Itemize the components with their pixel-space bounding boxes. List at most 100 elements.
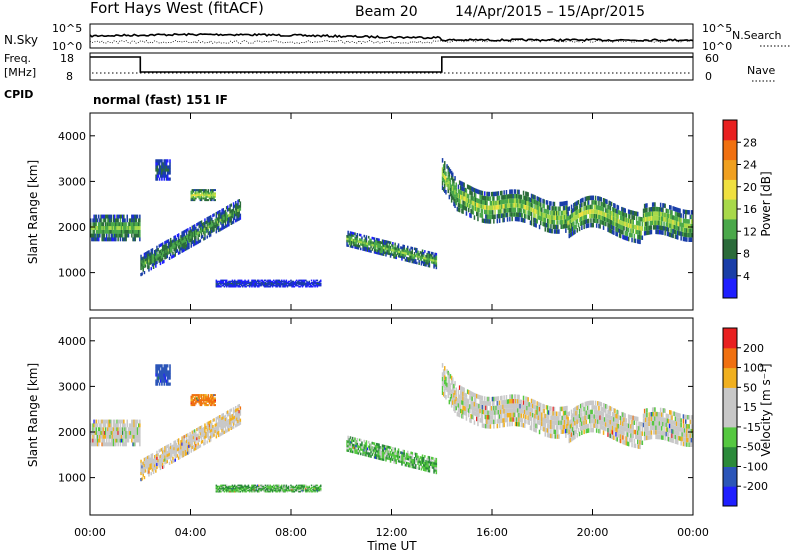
velocity-cell — [217, 487, 220, 490]
velocity-cell — [386, 450, 388, 453]
power-cell — [435, 257, 438, 261]
velocity-cell — [389, 457, 392, 461]
power-cell — [214, 189, 216, 192]
power-cell — [474, 197, 477, 202]
power-cell — [584, 201, 586, 206]
power-cell — [98, 237, 100, 242]
velocity-cell — [220, 488, 222, 491]
velocity-cell — [394, 452, 396, 455]
velocity-cell — [299, 491, 301, 493]
power-cell — [387, 252, 389, 255]
velocity-cell — [169, 452, 172, 456]
velocity-cell — [401, 453, 403, 457]
power-cell — [163, 247, 165, 251]
power-cell — [307, 284, 309, 287]
power-cell — [133, 229, 135, 234]
velocity-cell — [229, 486, 231, 489]
velocity-cell — [381, 453, 384, 457]
velocity-cell — [211, 422, 213, 426]
power-cell — [229, 286, 231, 288]
power-cell — [138, 222, 140, 227]
power-cell — [591, 222, 593, 228]
power-cell — [226, 283, 228, 286]
power-cell — [253, 286, 255, 288]
velocity-cell — [164, 446, 166, 450]
power-cell — [197, 240, 199, 244]
power-cell — [598, 201, 600, 206]
velocity-cell — [235, 491, 237, 493]
power-cell — [605, 203, 607, 208]
power-cell — [94, 237, 97, 242]
power-cell — [670, 223, 672, 229]
power-cell — [623, 216, 625, 222]
velocity-cell — [358, 443, 361, 446]
power-cell — [103, 229, 106, 234]
velocity-cell — [155, 382, 157, 386]
power-cell — [418, 253, 420, 256]
power-cell — [427, 257, 430, 261]
velocity-cell — [168, 455, 171, 459]
power-cell — [377, 251, 379, 255]
power-cell — [569, 219, 572, 224]
power-cell — [131, 218, 133, 223]
power-cell — [530, 216, 533, 221]
velocity-cell — [268, 486, 270, 489]
velocity-cell — [111, 442, 114, 447]
power-cell — [376, 249, 378, 252]
power-cell — [619, 220, 622, 225]
power-cell — [501, 208, 503, 214]
velocity-cell — [267, 491, 269, 493]
power-cell — [489, 201, 492, 206]
power-cell — [171, 240, 173, 244]
power-cell — [454, 176, 456, 181]
velocity-cell — [269, 487, 271, 490]
velocity-cell — [147, 461, 149, 466]
power-cell — [384, 240, 386, 243]
velocity-cell — [217, 491, 220, 493]
power-cell — [553, 229, 556, 234]
power-cell — [216, 211, 219, 215]
velocity-cell — [225, 429, 228, 433]
power-cell — [594, 195, 597, 201]
velocity-cell — [256, 485, 259, 488]
power-cell — [205, 194, 207, 197]
power-cell — [661, 225, 663, 231]
velocity-cell — [229, 418, 231, 422]
velocity-cell — [313, 487, 315, 490]
power-cell — [189, 236, 191, 240]
power-cell — [598, 210, 600, 215]
velocity-cell — [407, 462, 409, 465]
power-cell — [306, 283, 308, 286]
power-cell — [458, 189, 461, 194]
power-cell — [497, 195, 500, 201]
velocity-cell — [397, 453, 400, 456]
power-cell — [552, 210, 554, 216]
velocity-cell — [108, 431, 110, 435]
velocity-cell — [300, 487, 302, 490]
velocity-cell — [424, 468, 426, 472]
power-cell — [235, 284, 237, 287]
power-cell — [666, 222, 669, 227]
velocity-cell — [236, 408, 238, 412]
velocity-cell — [384, 454, 386, 457]
power-cell — [570, 232, 573, 237]
power-cell — [208, 195, 211, 198]
velocity-cell — [300, 488, 302, 491]
velocity-cell — [388, 446, 391, 449]
power-cell — [444, 170, 446, 175]
power-cell — [207, 190, 210, 193]
power-cell — [146, 254, 148, 258]
power-cell — [116, 226, 118, 230]
power-cell — [527, 192, 529, 197]
velocity-cell — [213, 397, 215, 400]
power-cell — [192, 194, 195, 197]
velocity-cell — [231, 484, 234, 487]
freq-label: Freq. — [4, 52, 31, 65]
velocity-cell — [222, 419, 224, 423]
power-cell — [224, 225, 227, 229]
velocity-cell — [102, 442, 105, 447]
velocity-cell — [352, 436, 354, 440]
velocity-cell — [295, 489, 298, 492]
velocity-cell — [271, 491, 274, 493]
noise-left-tick-high: 10^5 — [52, 22, 82, 35]
